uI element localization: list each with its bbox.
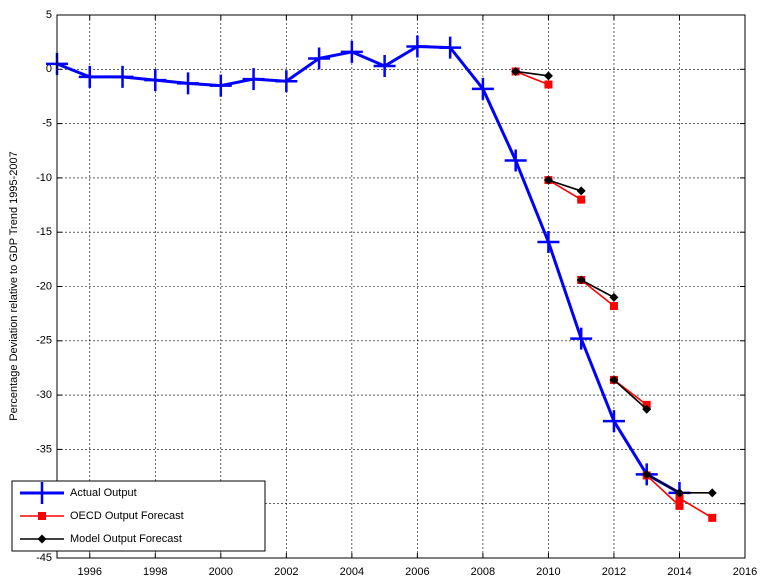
series-line (515, 70, 713, 519)
x-tick-label: 2006 (405, 566, 429, 578)
marker (37, 534, 47, 544)
y-tick-label: -45 (36, 552, 52, 564)
marker (209, 74, 232, 97)
marker (511, 66, 521, 76)
x-tick-label: 2004 (340, 566, 364, 578)
marker (111, 65, 134, 88)
marker (675, 501, 684, 510)
marker (439, 36, 462, 59)
marker (609, 375, 619, 385)
marker (543, 175, 553, 185)
y-tick-label: -10 (36, 172, 52, 184)
legend: Actual Output OECD Output Forecast Model O… (11, 480, 266, 552)
marker (177, 72, 200, 95)
y-tick-label: 0 (46, 63, 52, 75)
x-tick-label: 2008 (471, 566, 495, 578)
x-tick-label: 2000 (209, 566, 233, 578)
marker (308, 47, 331, 70)
x-tick-label: 2016 (733, 566, 757, 578)
x-tick-label: 2014 (667, 566, 691, 578)
marker (144, 69, 167, 92)
marker (602, 410, 625, 433)
legend-label: Actual Output (70, 487, 137, 499)
marker (642, 469, 652, 479)
marker (707, 488, 717, 498)
y-axis-label: Percentage Deviation relative to GDP Tre… (8, 151, 20, 420)
y-tick-label: -15 (36, 226, 52, 238)
marker (38, 512, 46, 520)
x-tick-label: 1996 (78, 566, 102, 578)
x-tick-label: 1998 (143, 566, 167, 578)
y-tick-label: -25 (36, 335, 52, 347)
marker (642, 404, 652, 414)
marker (340, 40, 363, 63)
marker (504, 149, 527, 172)
marker (543, 71, 553, 81)
marker (675, 494, 684, 503)
marker (537, 230, 560, 253)
legend-label: Model Output Forecast (70, 533, 182, 545)
y-tick-label: -5 (42, 118, 52, 130)
y-tick-label: -20 (36, 280, 52, 292)
marker (406, 35, 429, 58)
marker (708, 513, 717, 522)
marker (544, 80, 553, 89)
x-tick-label: 2010 (536, 566, 560, 578)
marker (570, 327, 593, 350)
y-tick-label: -30 (36, 389, 52, 401)
series-line (515, 70, 713, 494)
marker (471, 77, 494, 100)
marker (373, 55, 396, 78)
marker (31, 482, 53, 504)
marker (576, 186, 586, 196)
x-tick-label: 2002 (274, 566, 298, 578)
marker (609, 292, 619, 302)
x-tick-label: 2012 (602, 566, 626, 578)
legend-label: OECD Output Forecast (70, 510, 184, 522)
marker (78, 65, 101, 88)
plot-border (56, 14, 746, 559)
marker (577, 195, 586, 204)
marker (576, 275, 586, 285)
y-tick-label: -35 (36, 443, 52, 455)
marker (275, 70, 298, 93)
marker (674, 488, 684, 498)
marker (609, 302, 618, 311)
marker (242, 68, 265, 91)
y-tick-label: 5 (46, 9, 52, 21)
